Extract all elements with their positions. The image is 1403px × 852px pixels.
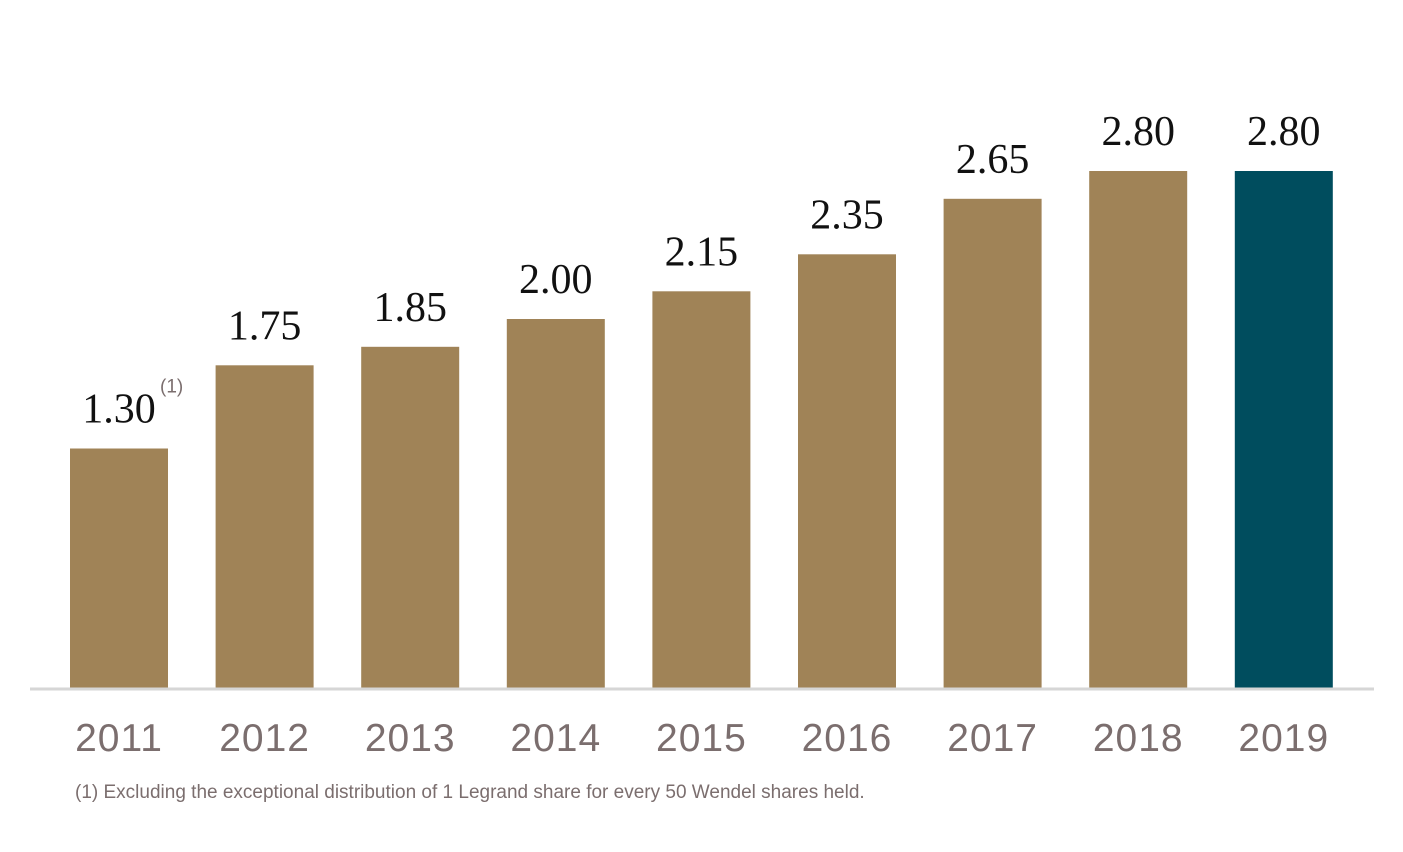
footnote: (1) Excluding the exceptional distributi…	[75, 782, 865, 803]
value-label-2014: 2.00	[519, 257, 593, 303]
x-tick-labels-group: 2011 2012 2013 2014 2015 2016 2017 2018 2019	[75, 717, 1329, 760]
x-tick-label-2015: 2015	[656, 717, 747, 760]
bar-2011	[70, 448, 168, 689]
bar-2018	[1089, 171, 1188, 689]
value-label-2013: 1.85	[373, 285, 447, 331]
value-label-2017: 2.65	[956, 137, 1030, 183]
value-label-2018: 2.80	[1101, 109, 1175, 155]
bar-2014	[506, 319, 605, 689]
bar-2013	[361, 346, 460, 690]
x-tick-label-2017: 2017	[947, 717, 1038, 760]
x-tick-label-2019: 2019	[1238, 717, 1329, 760]
bar-2012	[215, 365, 314, 690]
value-label-2016: 2.35	[810, 192, 884, 238]
value-label-2015: 2.15	[665, 229, 739, 275]
bars-group	[70, 171, 1333, 690]
bar-2019	[1234, 171, 1333, 689]
x-tick-label-2014: 2014	[510, 717, 601, 760]
value-label-2011: 1.30	[82, 387, 156, 433]
x-tick-label-2012: 2012	[219, 717, 310, 760]
bar-2015	[652, 291, 751, 690]
value-label-2019: 2.80	[1247, 109, 1321, 155]
x-tick-label-2011: 2011	[75, 717, 163, 760]
bar-2016	[798, 254, 896, 690]
x-tick-label-2018: 2018	[1093, 717, 1184, 760]
value-labels-group: 1.30 (1) 1.75 1.85 2.00 2.15 2.35 2.65 2.80 2.80	[82, 109, 1320, 433]
x-tick-label-2016: 2016	[802, 717, 893, 760]
x-tick-label-2013: 2013	[365, 717, 456, 760]
value-superscript-2011: (1)	[160, 377, 183, 398]
value-label-2012: 1.75	[228, 303, 302, 349]
bar-2017	[943, 198, 1042, 690]
